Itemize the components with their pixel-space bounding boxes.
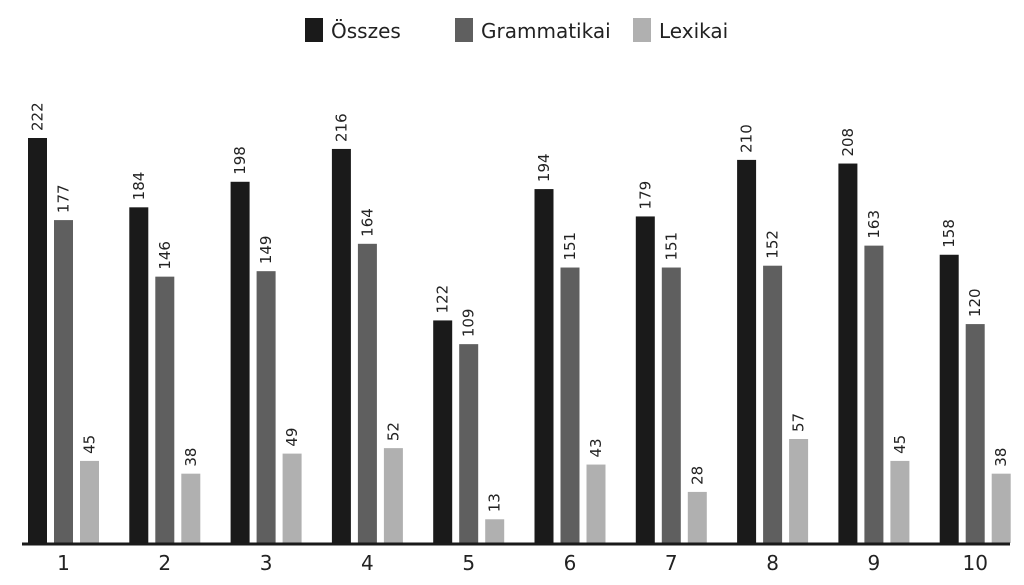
bar-grammatikai-2 <box>155 276 175 543</box>
bar--sszes-4 <box>331 148 351 543</box>
x-tick-label-7: 7 <box>665 551 678 575</box>
data-label--sszes-10: 158 <box>940 219 958 248</box>
data-label--sszes-6: 194 <box>535 153 553 182</box>
data-label--sszes-1: 222 <box>29 102 47 131</box>
bar-lexikai-2 <box>181 473 201 543</box>
bar-lexikai-10 <box>991 473 1011 543</box>
data-label-grammatikai-3: 149 <box>257 236 275 265</box>
legend-swatch--sszes <box>305 18 323 42</box>
bar--sszes-6 <box>534 189 554 543</box>
bar--sszes-8 <box>737 159 757 543</box>
bar-lexikai-7 <box>687 491 707 543</box>
data-label-lexikai-2: 38 <box>182 448 200 467</box>
data-label-lexikai-5: 13 <box>486 493 504 512</box>
bar-lexikai-3 <box>282 453 302 543</box>
data-label--sszes-9: 208 <box>839 128 857 157</box>
bar-group-5: 122 109 13 <box>433 285 505 543</box>
x-tick-label-10: 10 <box>962 551 987 575</box>
data-label-lexikai-9: 45 <box>891 435 909 454</box>
bar-lexikai-4 <box>383 448 403 543</box>
data-label-lexikai-6: 43 <box>587 438 605 457</box>
data-label-grammatikai-1: 177 <box>55 184 73 213</box>
x-tick-label-6: 6 <box>564 551 577 575</box>
x-tick-label-1: 1 <box>57 551 70 575</box>
data-label--sszes-8: 210 <box>738 124 756 153</box>
bar--sszes-3 <box>230 181 250 543</box>
x-tick-label-4: 4 <box>361 551 374 575</box>
data-label-lexikai-1: 45 <box>81 435 99 454</box>
bar--sszes-9 <box>838 163 858 544</box>
data-label-grammatikai-8: 152 <box>764 230 782 259</box>
bar-group-3: 198 149 49 <box>230 146 302 543</box>
bar-grammatikai-4 <box>357 243 377 544</box>
legend-swatch-lexikai <box>633 18 651 42</box>
data-label--sszes-2: 184 <box>130 172 148 201</box>
x-tick-label-9: 9 <box>868 551 881 575</box>
bar-grammatikai-3 <box>256 271 276 543</box>
x-tick-label-5: 5 <box>462 551 475 575</box>
bar-group-8: 210 152 57 <box>737 124 809 543</box>
data-label-grammatikai-2: 146 <box>156 241 174 270</box>
bar-grammatikai-6 <box>560 267 580 543</box>
bar-lexikai-9 <box>890 460 910 543</box>
bar-group-4: 216 164 52 <box>331 113 403 544</box>
data-label-grammatikai-10: 120 <box>966 288 984 317</box>
x-tick-labels: 1 2 3 4 5 6 7 8 9 10 <box>57 551 988 575</box>
x-tick-label-2: 2 <box>158 551 171 575</box>
data-label-lexikai-10: 38 <box>992 448 1010 467</box>
chart-legend: Összes Grammatikai Lexikai <box>305 18 728 43</box>
bar-grammatikai-5 <box>459 344 479 543</box>
legend-label-lexikai: Lexikai <box>659 19 728 43</box>
data-label-grammatikai-6: 151 <box>561 232 579 261</box>
legend-label-grammatikai: Grammatikai <box>481 19 611 43</box>
x-tick-label-3: 3 <box>260 551 273 575</box>
data-label-grammatikai-4: 164 <box>358 208 376 237</box>
bar-lexikai-1 <box>80 460 99 543</box>
data-label-lexikai-7: 28 <box>688 466 706 485</box>
bar-group-2: 184 146 38 <box>129 172 201 543</box>
bar-group-10: 158 120 38 <box>939 219 1011 543</box>
bar--sszes-10 <box>939 254 959 543</box>
bar-grammatikai-1 <box>54 220 73 543</box>
data-label-lexikai-4: 52 <box>384 422 402 441</box>
bar-lexikai-6 <box>586 464 606 543</box>
data-label-lexikai-3: 49 <box>283 428 301 447</box>
data-label--sszes-5: 122 <box>434 285 452 314</box>
legend-label--sszes: Összes <box>331 19 401 43</box>
data-label-grammatikai-7: 151 <box>662 232 680 261</box>
bar-lexikai-8 <box>789 439 809 543</box>
bar--sszes-7 <box>635 216 655 543</box>
data-label-grammatikai-5: 109 <box>460 309 478 338</box>
x-tick-label-8: 8 <box>766 551 779 575</box>
bar-grammatikai-8 <box>763 265 783 543</box>
data-label--sszes-4: 216 <box>332 113 350 142</box>
bar-grammatikai-10 <box>965 324 985 543</box>
bar-lexikai-5 <box>485 519 505 543</box>
bar-group-9: 208 163 45 <box>838 128 910 544</box>
bar--sszes-1 <box>28 138 47 543</box>
legend-swatch-grammatikai <box>455 18 473 42</box>
data-label-lexikai-8: 57 <box>790 413 808 432</box>
bar-group-7: 179 151 28 <box>635 181 707 543</box>
data-label--sszes-7: 179 <box>636 181 654 210</box>
bar-grammatikai-9 <box>864 245 884 543</box>
bar-groups: 222 177 45 184 146 38 198 149 49 216 164 52 122 109 13… <box>28 102 1011 544</box>
data-label-grammatikai-9: 163 <box>865 210 883 239</box>
bar-group-1: 222 177 45 <box>28 102 99 543</box>
bar--sszes-2 <box>129 207 149 543</box>
bar-group-6: 194 151 43 <box>534 153 606 543</box>
data-label--sszes-3: 198 <box>231 146 249 175</box>
bar--sszes-5 <box>433 320 453 543</box>
bar-grammatikai-7 <box>661 267 681 543</box>
